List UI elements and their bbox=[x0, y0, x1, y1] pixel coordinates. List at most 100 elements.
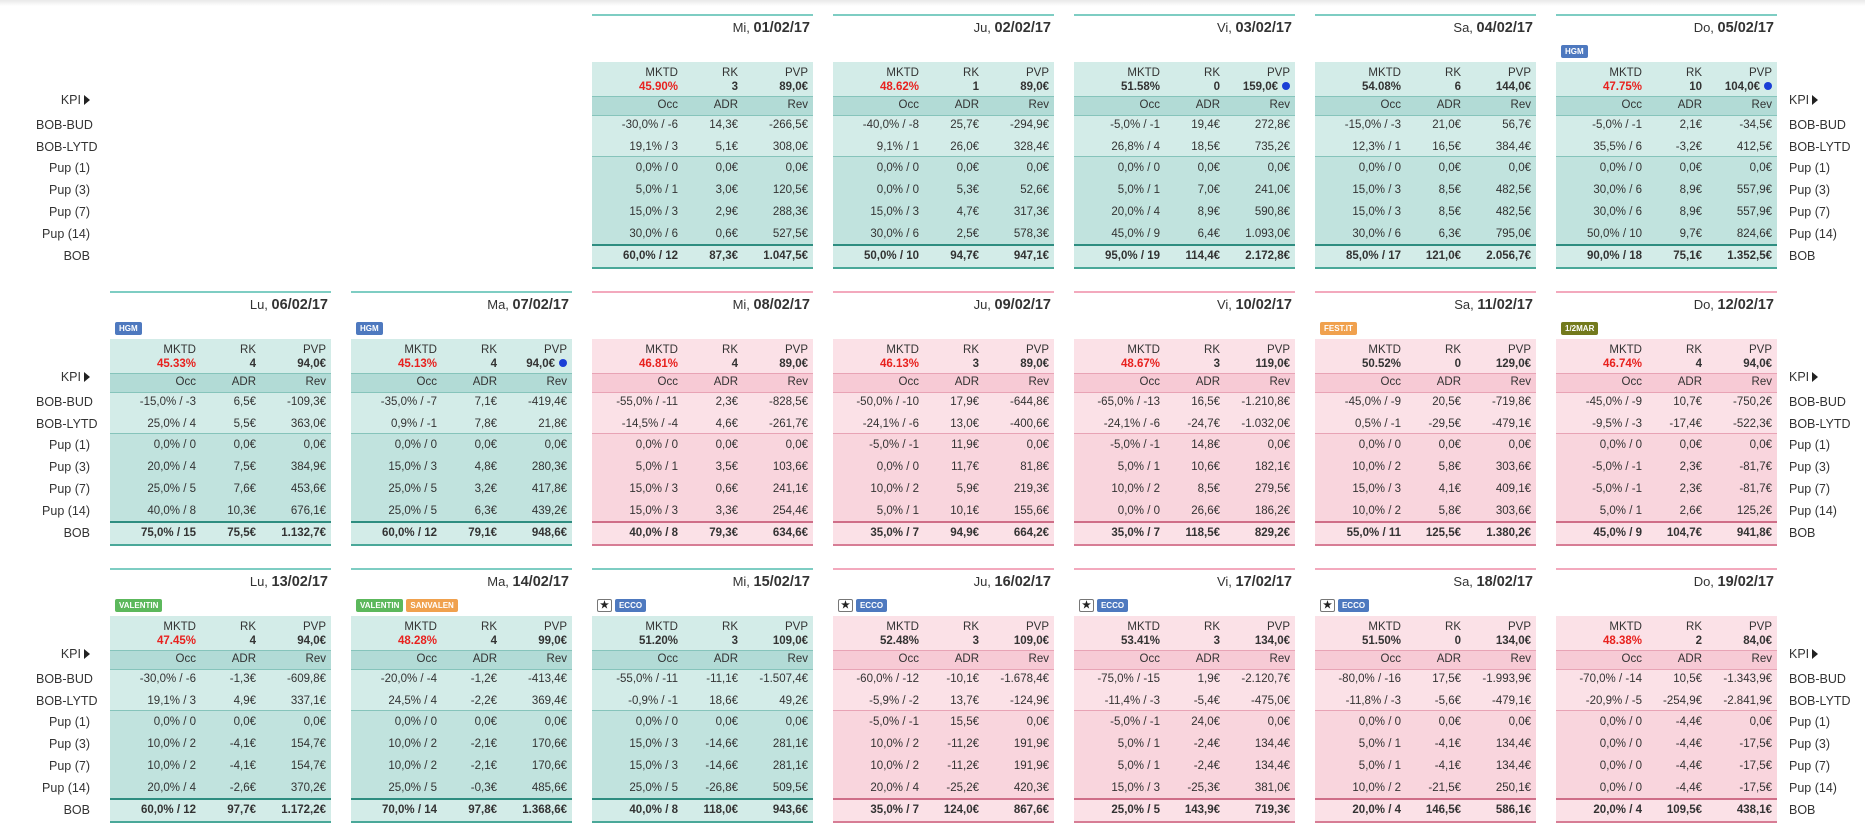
occ-value: -5,0% / -1 bbox=[1110, 716, 1160, 728]
event-tag[interactable]: ECCO bbox=[1337, 599, 1370, 612]
occ-value: 0,9% / -1 bbox=[390, 418, 437, 430]
metric-row-p3: 5,0% / 1 -4,1€ 134,4€ bbox=[1315, 734, 1536, 754]
occ-value: 5,0% / 1 bbox=[635, 184, 678, 196]
rev-value: 0,0€ bbox=[544, 716, 567, 728]
kpi-col-pvp-label: PVP bbox=[1025, 67, 1049, 79]
bob-occ-value: 70,0% / 14 bbox=[382, 804, 437, 816]
rev-value: -475,0€ bbox=[1250, 695, 1290, 707]
metric-row-p1: 0,0% / 0 0,0€ 0,0€ bbox=[833, 158, 1054, 178]
star-icon[interactable]: ★ bbox=[1079, 599, 1094, 612]
divider bbox=[351, 669, 572, 670]
adr-value: -2,2€ bbox=[470, 695, 497, 707]
rk-value: 3 bbox=[1213, 358, 1220, 370]
row-label-bob-lytd: BOB-LYTD bbox=[36, 417, 98, 431]
bob-adr-value: 97,7€ bbox=[227, 804, 256, 816]
kpi-col-pvp-label: PVP bbox=[1748, 621, 1772, 633]
event-tag[interactable]: VALENTIN bbox=[356, 599, 404, 612]
occ-value: -5,0% / -1 bbox=[869, 716, 919, 728]
rk-value: 3 bbox=[731, 81, 738, 93]
row-label-bob-bud: BOB-BUD bbox=[1789, 672, 1846, 686]
adr-value: 3,5€ bbox=[715, 461, 738, 473]
adr-value: 5,9€ bbox=[956, 483, 979, 495]
weekday-abbr: Ju, bbox=[973, 297, 991, 312]
pvp-cell: 129,0€ bbox=[1461, 357, 1531, 371]
divider bbox=[1556, 433, 1777, 434]
kpi-expand-toggle[interactable]: KPI bbox=[36, 92, 90, 108]
pvp-cell: 89,0€ bbox=[738, 357, 808, 371]
occ-value: 10,0% / 2 bbox=[1352, 461, 1401, 473]
metric-row-p1: 0,0% / 0 0,0€ 0,0€ bbox=[110, 435, 331, 455]
day-card[interactable]: Ju, 16/02/17 ★ ECCO MKTD RK PVP 52.48% 3 109,0€ O… bbox=[833, 568, 1054, 823]
kpi-col-rk-label: RK bbox=[1686, 621, 1702, 633]
day-card[interactable]: Vi, 03/02/17 MKTD RK PVP 51.58% 0 159,0€ Occ ADR… bbox=[1074, 14, 1295, 269]
event-tag[interactable]: HGM bbox=[115, 322, 142, 335]
mktd-value: 50.52% bbox=[1361, 358, 1401, 370]
adr-value: 6,4€ bbox=[1197, 228, 1220, 240]
kpi-expand-toggle[interactable]: KPI bbox=[36, 369, 90, 385]
day-card[interactable]: Lu, 13/02/17 VALENTIN MKTD RK PVP 47.45% 4 94,0… bbox=[110, 568, 331, 823]
day-header: Do, 19/02/17 bbox=[1694, 574, 1774, 590]
occ-value: -75,0% / -15 bbox=[1097, 673, 1160, 685]
star-icon[interactable]: ★ bbox=[1320, 599, 1335, 612]
adr-value: 2,1€ bbox=[1679, 119, 1702, 131]
occ-value: 0,0% / 0 bbox=[1599, 716, 1642, 728]
day-card[interactable]: Do, 12/02/17 1/2MAR MKTD RK PVP 46.74% 4 94,0€ O… bbox=[1556, 291, 1777, 546]
bob-adr-value: 75,1€ bbox=[1673, 250, 1702, 262]
day-card[interactable]: Ju, 09/02/17 MKTD RK PVP 46.13% 3 89,0€ Occ ADR R… bbox=[833, 291, 1054, 546]
weekday-abbr: Lu, bbox=[249, 574, 268, 589]
event-tag[interactable]: 1/2MAR bbox=[1561, 322, 1599, 335]
event-tag[interactable]: ECCO bbox=[614, 599, 647, 612]
occ-value: -60,0% / -12 bbox=[856, 673, 919, 685]
metric-header: Occ ADR Rev bbox=[833, 650, 1054, 669]
adr-value: 6,5€ bbox=[233, 396, 256, 408]
day-card[interactable]: Mi, 15/02/17 ★ ECCO MKTD RK PVP 51.20% 3 109,0€ O… bbox=[592, 568, 813, 823]
day-card[interactable]: Sa, 11/02/17 FEST.IT MKTD RK PVP 50.52% 0 129,0… bbox=[1315, 291, 1536, 546]
divider bbox=[1074, 156, 1295, 157]
event-tag[interactable]: HGM bbox=[1561, 45, 1588, 58]
kpi-expand-toggle[interactable]: KPI bbox=[36, 646, 90, 662]
kpi-expand-toggle[interactable]: KPI bbox=[1789, 369, 1819, 385]
event-tag[interactable]: ECCO bbox=[855, 599, 888, 612]
adr-value: 0,0€ bbox=[233, 716, 256, 728]
metric-row-bud: -35,0% / -7 7,1€ -419,4€ bbox=[351, 392, 572, 412]
kpi-expand-toggle[interactable]: KPI bbox=[1789, 92, 1819, 108]
day-card[interactable]: Do, 05/02/17 HGM MKTD RK PVP 47.75% 10 104,0€ Oc… bbox=[1556, 14, 1777, 269]
kpi-expand-toggle[interactable]: KPI bbox=[1789, 646, 1819, 662]
divider bbox=[833, 373, 1054, 374]
day-card[interactable]: Mi, 01/02/17 MKTD RK PVP 45.90% 3 89,0€ Occ ADR R… bbox=[592, 14, 813, 269]
event-tags: ★ ECCO bbox=[838, 599, 890, 614]
day-card[interactable]: Ma, 14/02/17 VALENTIN SANVALEN MKTD RK PVP 48.… bbox=[351, 568, 572, 823]
day-date: 13/02/17 bbox=[271, 574, 328, 590]
pvp-cell: 99,0€ bbox=[497, 634, 567, 648]
bob-rev-value: 1.047,5€ bbox=[763, 250, 808, 262]
day-card[interactable]: Lu, 06/02/17 HGM MKTD RK PVP 45.33% 4 94,0€ Occ A… bbox=[110, 291, 331, 546]
day-card[interactable]: Vi, 17/02/17 ★ ECCO MKTD RK PVP 53.41% 3 134,0€ O… bbox=[1074, 568, 1295, 823]
event-tag[interactable]: SANVALEN bbox=[406, 599, 458, 612]
star-icon[interactable]: ★ bbox=[838, 599, 853, 612]
day-card[interactable]: Sa, 04/02/17 MKTD RK PVP 54.08% 6 144,0€ Occ ADR… bbox=[1315, 14, 1536, 269]
day-card[interactable]: Ju, 02/02/17 MKTD RK PVP 48.62% 1 89,0€ Occ ADR R… bbox=[833, 14, 1054, 269]
metric-col-adr-label: ADR bbox=[1195, 99, 1220, 111]
adr-value: 8,9€ bbox=[1679, 206, 1702, 218]
weekday-abbr: Sa, bbox=[1453, 20, 1473, 35]
event-tag[interactable]: HGM bbox=[356, 322, 383, 335]
day-card[interactable]: Vi, 10/02/17 MKTD RK PVP 48.67% 3 119,0€ Occ ADR… bbox=[1074, 291, 1295, 546]
day-card[interactable]: Sa, 18/02/17 ★ ECCO MKTD RK PVP 51.50% 0 134,0€ O… bbox=[1315, 568, 1536, 823]
kpi-col-pvp-label: PVP bbox=[784, 344, 808, 356]
kpi-col-rk-label: RK bbox=[1445, 344, 1461, 356]
day-card[interactable]: Mi, 08/02/17 MKTD RK PVP 46.81% 4 89,0€ Occ ADR R… bbox=[592, 291, 813, 546]
event-tag[interactable]: VALENTIN bbox=[115, 599, 163, 612]
metric-col-rev-label: Rev bbox=[1269, 376, 1290, 388]
occ-value: 5,0% / 1 bbox=[1117, 760, 1160, 772]
event-tag[interactable]: ECCO bbox=[1096, 599, 1129, 612]
rev-value: 590,8€ bbox=[1254, 206, 1290, 218]
adr-value: 8,5€ bbox=[1438, 206, 1461, 218]
pvp-cell: 89,0€ bbox=[979, 357, 1049, 371]
rev-value: 0,0€ bbox=[785, 716, 808, 728]
event-tag[interactable]: FEST.IT bbox=[1320, 322, 1357, 335]
star-icon[interactable]: ★ bbox=[597, 599, 612, 612]
day-card[interactable]: Do, 19/02/17 MKTD RK PVP 48.38% 2 84,0€ Occ ADR R… bbox=[1556, 568, 1777, 823]
kpi-col-rk-label: RK bbox=[963, 344, 979, 356]
day-card[interactable]: Ma, 07/02/17 HGM MKTD RK PVP 45.13% 4 94,0€ Occ A… bbox=[351, 291, 572, 546]
row-label-pup-1: Pup (1) bbox=[1789, 715, 1830, 729]
